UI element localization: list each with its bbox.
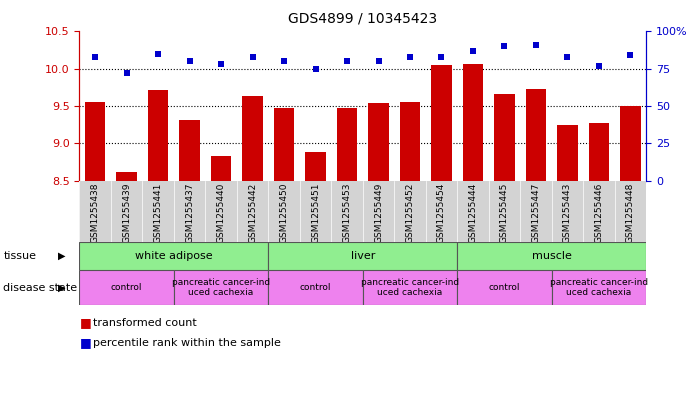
FancyBboxPatch shape	[551, 270, 646, 305]
Point	[216, 61, 227, 68]
Bar	[589, 123, 609, 181]
Text: muscle: muscle	[531, 251, 571, 261]
Text: GSM1255439: GSM1255439	[122, 183, 131, 243]
Point	[247, 54, 258, 60]
Bar	[274, 108, 294, 181]
Point	[562, 54, 573, 60]
Text: GSM1255437: GSM1255437	[185, 183, 194, 243]
Bar	[305, 152, 325, 181]
Bar	[526, 89, 546, 181]
Text: disease state: disease state	[3, 283, 77, 293]
Text: GSM1255438: GSM1255438	[91, 183, 100, 243]
Text: pancreatic cancer-ind
uced cachexia: pancreatic cancer-ind uced cachexia	[172, 278, 270, 298]
FancyBboxPatch shape	[268, 270, 363, 305]
Point	[90, 54, 101, 60]
Point	[278, 58, 290, 64]
Point	[310, 66, 321, 72]
Text: GSM1255445: GSM1255445	[500, 183, 509, 243]
FancyBboxPatch shape	[174, 270, 268, 305]
FancyBboxPatch shape	[268, 242, 457, 270]
Text: ■: ■	[79, 316, 91, 330]
Text: GSM1255452: GSM1255452	[406, 183, 415, 243]
Text: ■: ■	[79, 336, 91, 349]
Bar	[400, 102, 420, 181]
Bar	[494, 94, 515, 181]
Text: pancreatic cancer-ind
uced cachexia: pancreatic cancer-ind uced cachexia	[361, 278, 459, 298]
Bar	[85, 102, 106, 181]
Text: GSM1255443: GSM1255443	[563, 183, 572, 243]
Bar	[148, 90, 169, 181]
Bar	[117, 172, 137, 181]
Point	[625, 52, 636, 59]
Bar	[243, 96, 263, 181]
Point	[121, 70, 132, 76]
Point	[404, 54, 415, 60]
Text: GDS4899 / 10345423: GDS4899 / 10345423	[288, 12, 437, 26]
Text: ▶: ▶	[59, 251, 66, 261]
Text: GSM1255451: GSM1255451	[311, 183, 320, 243]
Text: ▶: ▶	[59, 283, 66, 293]
Text: white adipose: white adipose	[135, 251, 213, 261]
Text: GSM1255442: GSM1255442	[248, 183, 257, 243]
FancyBboxPatch shape	[363, 270, 457, 305]
FancyBboxPatch shape	[79, 270, 174, 305]
Point	[467, 48, 478, 54]
Text: GSM1255448: GSM1255448	[626, 183, 635, 243]
Text: GSM1255444: GSM1255444	[468, 183, 477, 243]
Text: percentile rank within the sample: percentile rank within the sample	[93, 338, 281, 348]
Bar	[368, 103, 389, 181]
Point	[531, 42, 542, 48]
Text: control: control	[489, 283, 520, 292]
Text: pancreatic cancer-ind
uced cachexia: pancreatic cancer-ind uced cachexia	[550, 278, 648, 298]
Text: control: control	[111, 283, 142, 292]
Bar	[211, 156, 231, 181]
Point	[184, 58, 195, 64]
Text: GSM1255453: GSM1255453	[343, 183, 352, 243]
Text: liver: liver	[350, 251, 375, 261]
FancyBboxPatch shape	[457, 242, 646, 270]
Point	[499, 43, 510, 50]
FancyBboxPatch shape	[457, 270, 551, 305]
Text: GSM1255441: GSM1255441	[153, 183, 162, 243]
Text: GSM1255450: GSM1255450	[280, 183, 289, 243]
Bar	[463, 64, 483, 181]
Point	[594, 62, 605, 69]
Text: GSM1255446: GSM1255446	[594, 183, 603, 243]
Bar	[620, 106, 641, 181]
Bar	[431, 65, 452, 181]
Point	[153, 51, 164, 57]
Point	[373, 58, 384, 64]
Text: transformed count: transformed count	[93, 318, 197, 328]
Point	[341, 58, 352, 64]
FancyBboxPatch shape	[79, 242, 268, 270]
Bar	[180, 119, 200, 181]
Text: control: control	[300, 283, 331, 292]
Text: GSM1255440: GSM1255440	[216, 183, 226, 243]
Bar	[337, 108, 357, 181]
Point	[436, 54, 447, 60]
Text: GSM1255447: GSM1255447	[531, 183, 540, 243]
Bar	[557, 125, 578, 181]
Text: tissue: tissue	[3, 251, 37, 261]
Text: GSM1255454: GSM1255454	[437, 183, 446, 243]
Text: GSM1255449: GSM1255449	[374, 183, 383, 243]
